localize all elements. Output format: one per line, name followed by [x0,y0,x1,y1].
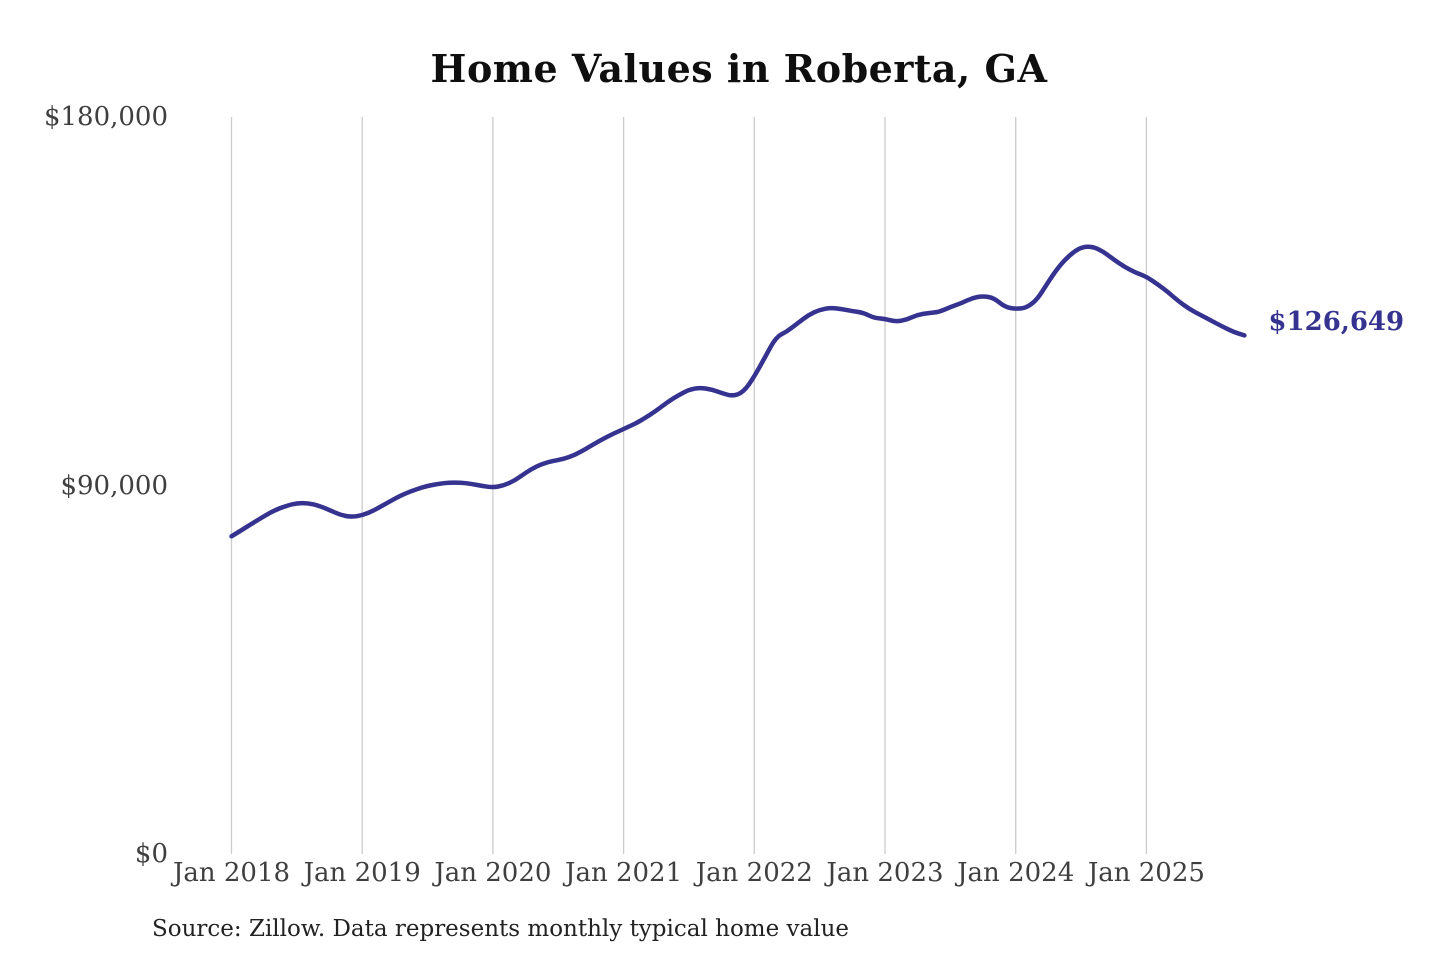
source-note: Source: Zillow. Data represents monthly … [152,916,850,942]
home-value-line [229,244,1247,539]
x-axis-tick-label: Jan 2023 [826,858,944,888]
x-axis-tick-label: Jan 2018 [172,858,291,888]
x-axis-tick-label: Jan 2021 [565,858,683,888]
x-axis-tick-label: Jan 2020 [434,858,552,888]
x-axis-tick-label: Jan 2025 [1087,858,1205,888]
end-value-label: $126,649 [1268,307,1405,338]
x-axis-tick-label: Jan 2019 [303,858,421,888]
y-axis-tick-label: $0 [134,839,168,869]
y-axis-tick-label: $90,000 [60,470,168,501]
x-axis-tick-label: Jan 2022 [695,858,813,888]
x-axis-tick-label: Jan 2024 [957,858,1075,888]
y-axis-tick-label: $180,000 [43,102,168,132]
chart-title: Home Values in Roberta, GA [430,46,1048,91]
